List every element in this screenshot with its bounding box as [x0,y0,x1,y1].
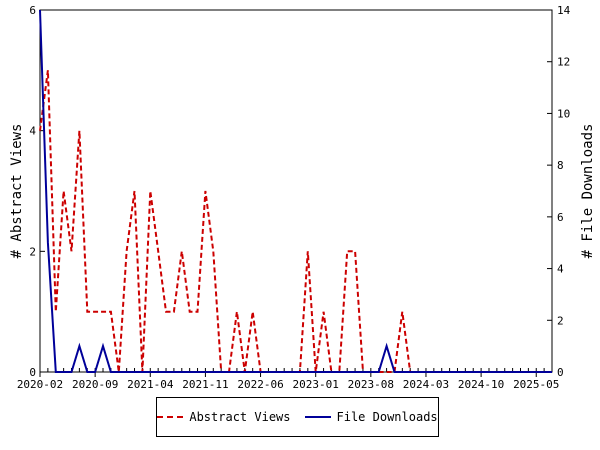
legend-item-abstract-views: Abstract Views [157,410,291,424]
y-tick-label: 6 [29,4,36,17]
legend-item-file-downloads: File Downloads [304,410,438,424]
y2-tick-label: 10 [557,107,570,120]
x-tick-label: 2023-08 [348,378,394,391]
legend-label-file-downloads: File Downloads [336,410,438,424]
y2-tick-label: 2 [557,314,564,327]
plot-area [39,9,553,373]
x-tick-label: 2025-05 [513,378,559,391]
chart-legend: Abstract Views File Downloads [156,397,439,437]
legend-swatch-file-downloads [304,416,331,418]
y2-tick-label: 4 [557,263,564,276]
x-tick-label: 2023-01 [293,378,339,391]
y2-axis-title: # File Downloads [580,124,596,259]
y2-tick-label: 14 [557,4,571,17]
y-tick-label: 2 [29,245,36,258]
legend-label-abstract-views: Abstract Views [189,410,291,424]
y2-tick-label: 12 [557,56,570,69]
x-tick-label: 2022-06 [237,378,283,391]
x-tick-label: 2021-11 [182,378,228,391]
y-tick-label: 4 [29,125,36,138]
y-tick-label: 0 [29,366,36,379]
y2-tick-label: 0 [557,366,564,379]
y2-tick-label: 8 [557,159,564,172]
x-tick-label: 2021-04 [127,378,174,391]
x-tick-label: 2020-02 [17,378,63,391]
series-file-downloads [39,9,552,373]
x-axis-ticks: 2020-02 2020-09 2021-04 2021-11 2022-06 2023-… [17,368,559,391]
series-layer [39,9,552,373]
x-tick-label: 2020-09 [72,378,118,391]
y2-tick-label: 6 [557,211,564,224]
y-axis-title: # Abstract Views [9,124,25,259]
y2-axis-ticks: 0 2 4 6 8 10 12 14 [547,4,571,379]
x-tick-label: 2024-10 [458,378,504,391]
x-tick-label: 2024-03 [403,378,449,391]
legend-swatch-abstract-views [157,416,184,418]
